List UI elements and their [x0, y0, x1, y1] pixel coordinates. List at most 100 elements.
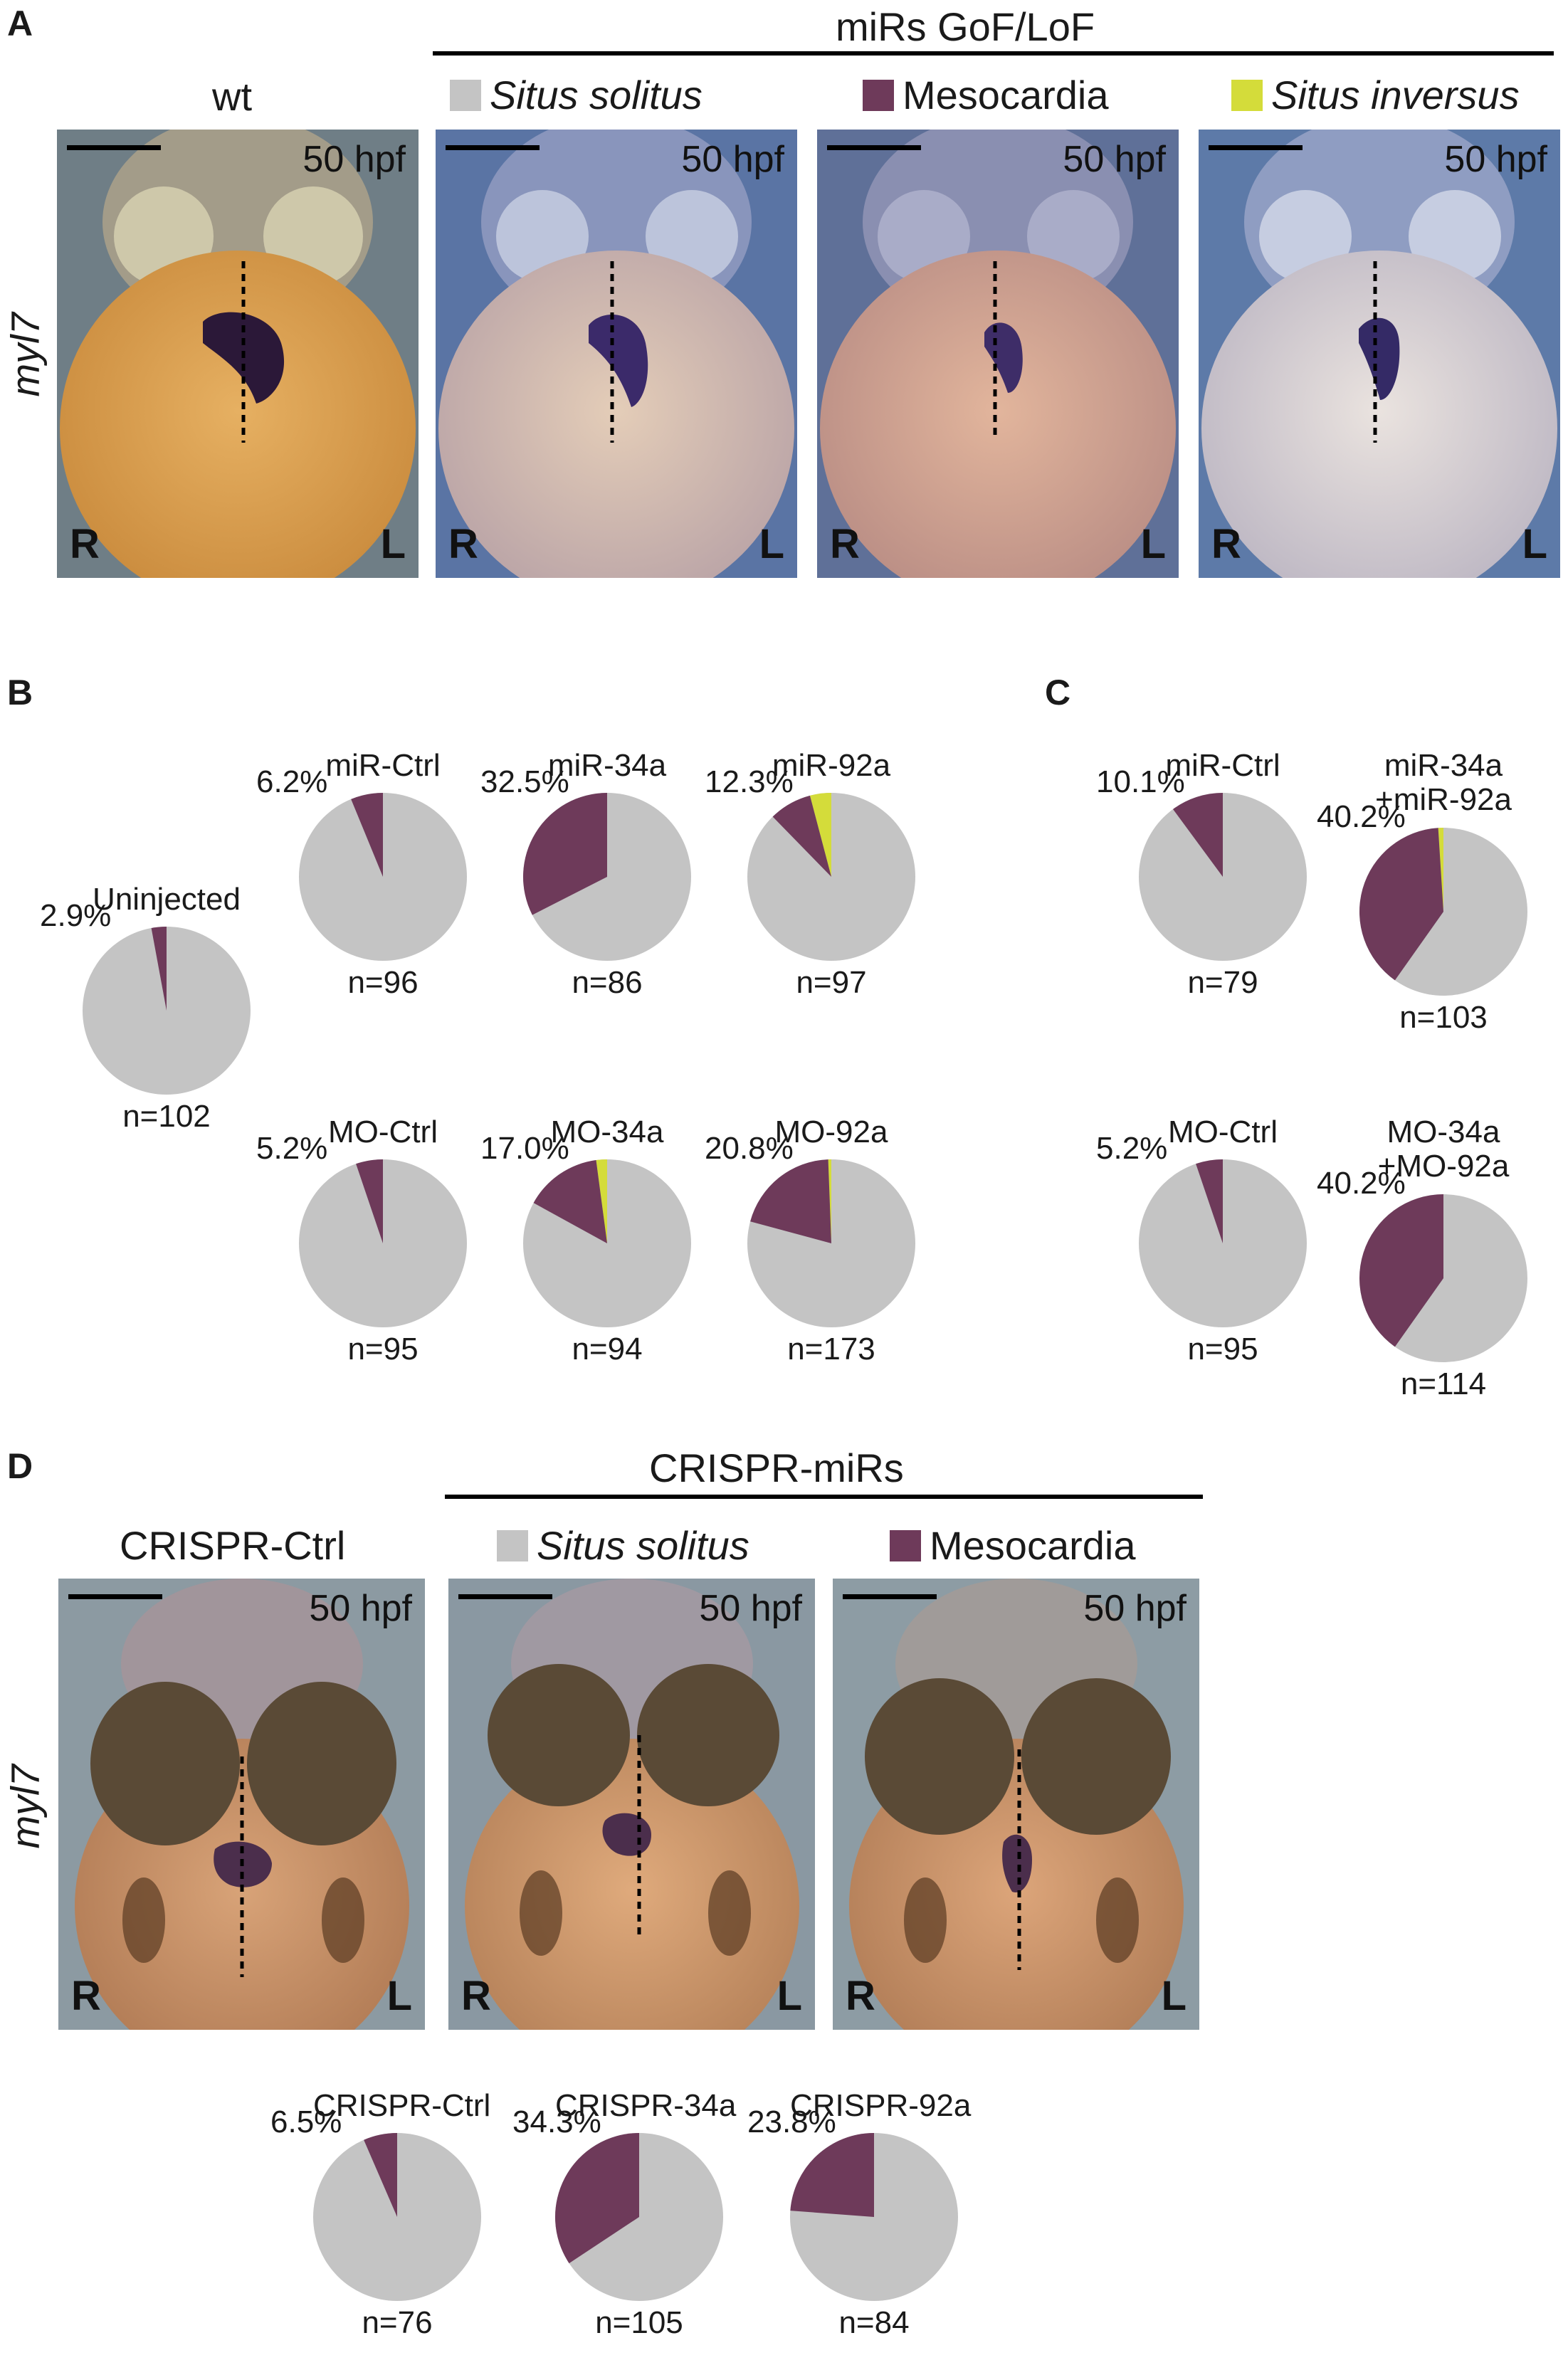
pie-title: miR-Ctrl	[325, 748, 441, 783]
embryo-photo-mesocardia: 50 hpf R L	[817, 130, 1179, 578]
gene-label-myl7-d: myl7	[2, 1764, 48, 1849]
pie-n-label: n=84	[838, 2305, 910, 2341]
legend-swatch-situs-solitus	[497, 1530, 528, 1561]
pie-n-label: n=76	[362, 2305, 433, 2341]
pie-title: CRISPR-92a	[790, 2088, 972, 2123]
pie-svg	[313, 2133, 481, 2302]
pie-wrap: 34.3%	[512, 2105, 723, 2302]
panel-d-group-header: CRISPR-miRs	[649, 1445, 904, 1490]
embryo-photo-crispr-ctrl: 50 hpf R L	[58, 1579, 425, 2030]
embryo-photo-situs-solitus: 50 hpf R L	[436, 130, 797, 578]
embryo-photo-crispr-mesocardia: 50 hpf R L	[833, 1579, 1199, 2030]
embryo-illustration	[58, 1579, 425, 2030]
stage-label: 50 hpf	[1444, 139, 1547, 180]
right-side-label: R	[846, 1973, 875, 2019]
pie-n-label: n=173	[787, 1332, 875, 1367]
legend-mesocardia: Mesocardia	[863, 75, 1108, 115]
embryo-photo-crispr-situs-solitus: 50 hpf R L	[448, 1579, 815, 2030]
pie-title: MO-34a	[550, 1115, 664, 1149]
pie-wrap: 2.9%	[40, 898, 251, 1095]
pie-chart-c-mir-combo: miR-34a +miR-92a 40.2% n=103	[1317, 748, 1527, 1036]
pie-percent-label: 6.2%	[256, 764, 328, 800]
pie-wrap: 5.2%	[256, 1131, 467, 1328]
stage-label: 50 hpf	[302, 139, 406, 180]
embryo-illustration	[448, 1579, 815, 2030]
pie-n-label: n=94	[572, 1332, 643, 1367]
pie-slice-mesocardia	[1359, 828, 1443, 981]
stage-label: 50 hpf	[1083, 1588, 1186, 1629]
pie-slice-mesocardia	[1359, 1194, 1443, 1347]
pie-chart-c-mo-ctrl: MO-Ctrl 5.2% n=95	[1096, 1115, 1307, 1367]
pie-chart-mo-34a: MO-34a 17.0% n=94	[480, 1115, 691, 1367]
pie-chart-uninjected: Uninjected 2.9% n=102	[40, 882, 251, 1134]
pie-title: miR-Ctrl	[1165, 748, 1280, 783]
pie-percent-label: 5.2%	[256, 1131, 328, 1166]
pie-title: MO-92a	[774, 1115, 888, 1149]
left-side-label: L	[380, 521, 406, 567]
pie-n-label: n=95	[1187, 1332, 1258, 1367]
pie-n-label: n=97	[796, 965, 867, 1001]
pie-n-label: n=103	[1399, 999, 1488, 1035]
pie-percent-label: 32.5%	[480, 764, 569, 800]
pie-chart-mir-ctrl: miR-Ctrl 6.2% n=96	[256, 748, 467, 1001]
pie-n-label: n=114	[1400, 1366, 1487, 1401]
pie-title: MO-Ctrl	[328, 1115, 438, 1149]
pie-slice-mesocardia	[533, 1160, 607, 1244]
pie-wrap: 20.8%	[705, 1131, 915, 1328]
left-side-label: L	[1140, 521, 1166, 567]
pie-svg	[1359, 827, 1527, 996]
pie-chart-mir-92a: miR-92a 12.3% n=97	[705, 748, 915, 1001]
pie-slice-mesocardia	[790, 2133, 874, 2218]
pie-n-label: n=95	[347, 1332, 419, 1367]
legend-label-situs-solitus: Situs solitus	[537, 1523, 749, 1568]
pie-title: miR-34a	[547, 748, 667, 783]
wt-label: wt	[212, 74, 252, 119]
pie-title: CRISPR-Ctrl	[313, 2088, 491, 2123]
pie-slice-situs-inversus	[1438, 827, 1443, 912]
pie-chart-mo-92a: MO-92a 20.8% n=173	[705, 1115, 915, 1367]
pie-svg	[790, 2133, 958, 2302]
pie-percent-label: 5.2%	[1096, 1131, 1168, 1166]
pie-chart-crispr-92a: CRISPR-92a 23.8% n=84	[747, 2088, 972, 2341]
pie-n-label: n=96	[347, 965, 419, 1001]
pie-slice-mesocardia	[750, 1159, 831, 1244]
pie-slice-mesocardia	[772, 796, 831, 878]
pie-chart-mir-34a: miR-34a 32.5% n=86	[480, 748, 691, 1001]
embryo-illustration	[1199, 130, 1560, 578]
embryo-photo-situs-inversus: 50 hpf R L	[1199, 130, 1560, 578]
pie-slice-situs-inversus	[828, 1159, 831, 1244]
pie-slice-mesocardia	[523, 793, 607, 915]
scale-bar	[827, 145, 921, 150]
pie-percent-label: 40.2%	[1317, 1165, 1406, 1201]
pie-wrap: 10.1%	[1096, 764, 1307, 962]
scale-bar	[843, 1594, 937, 1599]
right-side-label: R	[70, 521, 100, 567]
pie-chart-c-mir-ctrl: miR-Ctrl 10.1% n=79	[1096, 748, 1307, 1001]
stage-label: 50 hpf	[1063, 139, 1166, 180]
legend-swatch-mesocardia	[890, 1530, 921, 1561]
pie-slice-mesocardia	[351, 793, 383, 878]
pie-svg	[747, 1159, 915, 1328]
pie-wrap: 23.8%	[747, 2105, 958, 2302]
pie-percent-label: 20.8%	[705, 1131, 794, 1166]
legend-label-situs-solitus: Situs solitus	[490, 73, 703, 117]
pie-slice-mesocardia	[356, 1159, 383, 1244]
pie-slice-mesocardia	[1173, 793, 1223, 878]
pie-percent-label: 40.2%	[1317, 799, 1406, 834]
legend-label-situs-inversus: Situs inversus	[1271, 73, 1520, 117]
right-side-label: R	[448, 521, 478, 567]
gene-label-myl7-a: myl7	[2, 312, 48, 397]
pie-percent-label: 23.8%	[747, 2105, 836, 2140]
left-side-label: L	[386, 1973, 412, 2019]
right-side-label: R	[71, 1973, 101, 2019]
pie-n-label: n=105	[595, 2305, 683, 2341]
stage-label: 50 hpf	[309, 1588, 412, 1629]
panel-a-header-rule	[433, 51, 1554, 56]
legend-situs-inversus: Situs inversus	[1231, 75, 1520, 115]
pie-svg	[1139, 1159, 1307, 1328]
pie-wrap: 40.2%	[1317, 799, 1527, 996]
panel-a-letter: A	[7, 4, 33, 43]
pie-title: MO-Ctrl	[1168, 1115, 1278, 1149]
stage-label: 50 hpf	[681, 139, 784, 180]
embryo-illustration	[436, 130, 797, 578]
